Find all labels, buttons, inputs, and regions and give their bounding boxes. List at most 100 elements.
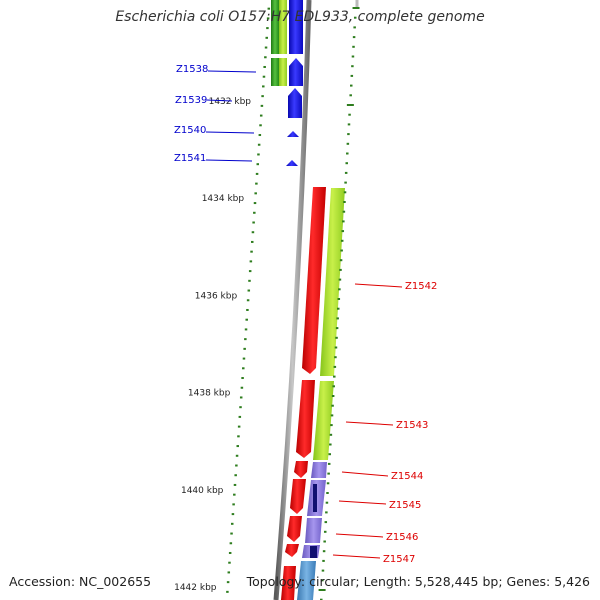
- cog-z1542: [320, 188, 345, 376]
- ruler-minor-tick: [240, 386, 244, 389]
- cog-z1546: [305, 518, 322, 543]
- right-minor-tick: [340, 239, 344, 242]
- ruler-minor-tick: [267, 7, 271, 10]
- right-minor-tick: [333, 365, 337, 368]
- right-minor-tick: [336, 317, 339, 320]
- ruler-minor-tick: [262, 85, 265, 88]
- gene-label[interactable]: Z1539: [175, 95, 207, 106]
- cds-z1545: [290, 479, 306, 514]
- right-minor-tick: [344, 171, 348, 174]
- genome-summary: Topology: circular; Length: 5,528,445 bp…: [246, 574, 590, 589]
- ruler-label: 1438 kbp: [188, 389, 231, 399]
- right-minor-tick: [325, 501, 329, 504]
- cds-z1547: [285, 544, 299, 557]
- cds-forward: [281, 187, 326, 600]
- ruler-minor-tick: [263, 65, 266, 68]
- ruler-minor-tick: [245, 318, 248, 321]
- ruler-minor-tick: [258, 134, 262, 137]
- cog-z1544: [311, 462, 327, 478]
- ruler-minor-tick: [236, 445, 240, 448]
- right-minor-tick: [321, 569, 325, 572]
- cds-z1540: [287, 131, 299, 137]
- ruler-minor-tick: [234, 474, 237, 477]
- right-minor-tick: [330, 424, 333, 427]
- gene-label[interactable]: Z1544: [391, 471, 423, 482]
- gene-label[interactable]: Z1540: [174, 125, 206, 136]
- ruler-minor-tick: [239, 406, 242, 409]
- right-minor-tick: [333, 375, 336, 378]
- ruler-minor-tick: [232, 503, 235, 506]
- right-minor-tick: [344, 181, 347, 184]
- gene-label[interactable]: Z1545: [389, 500, 421, 511]
- right-minor-tick: [322, 559, 325, 562]
- ruler-minor-tick: [264, 56, 267, 59]
- right-minor-tick: [346, 142, 350, 145]
- cds-z1543: [296, 380, 315, 458]
- ruler-minor-tick: [243, 347, 246, 350]
- ruler-minor-tick: [253, 211, 256, 214]
- right-minor-tick: [350, 74, 354, 77]
- right-minor-tick: [334, 356, 337, 359]
- ruler-minor-tick: [248, 270, 252, 273]
- ruler-minor-tick: [257, 143, 261, 146]
- right-minor-tick: [328, 453, 332, 456]
- accession-label: Accession: NC_002655: [9, 574, 152, 589]
- ruler-minor-tick: [250, 240, 254, 243]
- cds-downstream: [281, 566, 296, 600]
- ruler-minor-tick: [255, 172, 259, 175]
- right-major-tick: [352, 7, 360, 9]
- gene-label[interactable]: Z1547: [383, 554, 415, 565]
- ruler-label: 1432 kbp: [209, 97, 252, 107]
- ruler-minor-tick: [228, 561, 231, 564]
- right-minor-tick: [326, 492, 329, 494]
- ruler-minor-tick: [241, 377, 244, 380]
- gene-leader-line: [335, 533, 384, 538]
- ruler-minor-tick: [242, 357, 246, 360]
- right-minor-tick: [351, 65, 354, 68]
- right-major-tick: [318, 589, 326, 591]
- gene-leader-line: [338, 500, 387, 505]
- ruler-minor-tick: [247, 289, 251, 292]
- ruler-minor-tick: [261, 95, 264, 98]
- right-minor-tick: [332, 385, 335, 388]
- ruler-label: 1442 kbp: [174, 583, 217, 593]
- ruler-minor-tick: [256, 163, 260, 166]
- cog-z1545-navy: [313, 484, 317, 512]
- right-minor-tick: [347, 123, 351, 126]
- right-minor-tick: [342, 210, 346, 213]
- right-minor-tick: [329, 443, 332, 446]
- ruler-minor-tick: [250, 250, 253, 253]
- right-minor-tick: [347, 133, 350, 136]
- ruler-label: 1436 kbp: [195, 291, 238, 301]
- gene-label[interactable]: Z1542: [405, 281, 437, 292]
- gene-label[interactable]: Z1541: [174, 153, 206, 164]
- cds-upstream: [289, 0, 303, 54]
- gene-label[interactable]: Z1546: [386, 532, 418, 543]
- right-minor-tick: [341, 230, 345, 233]
- right-minor-tick: [350, 84, 353, 87]
- ruler-minor-tick: [249, 260, 253, 263]
- cog-track-forward: [297, 188, 345, 600]
- cog-downstream: [297, 561, 316, 600]
- ruler-minor-tick: [246, 299, 250, 302]
- genome-backbone: [273, 0, 312, 600]
- right-minor-tick: [353, 16, 357, 19]
- right-minor-tick: [335, 336, 338, 339]
- map-title: Escherichia coli O157:H7 EDL933, complet…: [115, 9, 485, 25]
- ruler-ticks: [226, 7, 271, 593]
- gene-labels: Z1538 Z1539 Z1540 Z1541 Z1542 Z1543 Z1544 Z1545…: [174, 64, 437, 565]
- cog-z1539-light: [279, 58, 287, 86]
- right-minor-tick: [334, 346, 338, 349]
- ruler-minor-tick: [260, 104, 264, 107]
- right-minor-tick: [342, 220, 345, 223]
- ruler-minor-tick: [253, 202, 257, 205]
- right-minor-tick: [323, 540, 326, 543]
- right-minor-tick: [339, 268, 342, 271]
- right-minor-tick: [351, 55, 355, 58]
- ruler-minor-tick: [231, 513, 235, 516]
- right-minor-tick: [348, 113, 351, 116]
- gene-label[interactable]: Z1543: [396, 420, 428, 431]
- right-minor-tick: [340, 249, 343, 252]
- gene-label[interactable]: Z1538: [176, 64, 208, 75]
